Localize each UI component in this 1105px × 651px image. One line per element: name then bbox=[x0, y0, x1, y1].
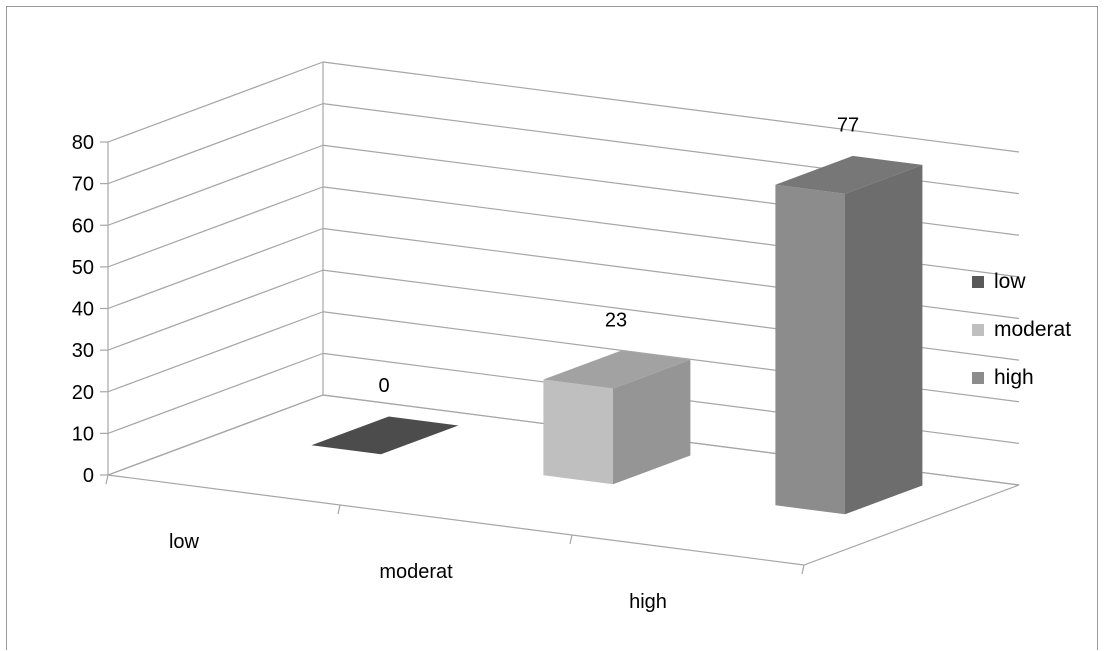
y-tick-label: 30 bbox=[72, 340, 94, 362]
legend-swatch-high bbox=[972, 372, 984, 384]
side-wall-gridline bbox=[107, 394, 324, 476]
x-tick-mark bbox=[105, 474, 109, 485]
y-tick-label: 70 bbox=[72, 174, 94, 196]
bar-top-low bbox=[311, 416, 459, 455]
y-tick-label: 60 bbox=[72, 215, 94, 237]
side-wall-gridline bbox=[107, 311, 324, 393]
bar-side-high bbox=[845, 164, 923, 515]
y-tick-label: 20 bbox=[72, 382, 94, 404]
x-tick-mark bbox=[569, 534, 573, 545]
side-wall-gridline bbox=[107, 103, 324, 185]
side-wall-gridline bbox=[107, 61, 324, 143]
legend-label-high: high bbox=[994, 366, 1034, 389]
side-wall-gridline bbox=[107, 144, 324, 226]
x-tick-mark bbox=[801, 564, 805, 575]
bar-side-moderat bbox=[613, 359, 691, 485]
x-tick-label: high bbox=[629, 591, 667, 613]
x-tick-label: moderat bbox=[379, 561, 453, 583]
bar-top-high bbox=[775, 155, 923, 194]
legend-label-moderat: moderat bbox=[994, 318, 1071, 341]
y-tick-label: 80 bbox=[72, 132, 94, 154]
y-tick-label: 10 bbox=[72, 423, 94, 445]
data-label: 77 bbox=[837, 114, 859, 136]
y-tick-label: 0 bbox=[83, 465, 94, 487]
legend-swatch-moderat bbox=[972, 324, 984, 336]
x-tick-mark bbox=[337, 504, 341, 515]
bar-moderat bbox=[543, 379, 613, 485]
legend-swatch-low bbox=[972, 276, 984, 288]
side-wall-gridline bbox=[107, 269, 324, 351]
y-tick-label: 40 bbox=[72, 299, 94, 321]
back-wall-gridline bbox=[322, 61, 1020, 153]
side-wall-gridline bbox=[107, 352, 324, 434]
bar-high bbox=[775, 184, 845, 515]
data-label: 0 bbox=[378, 375, 389, 397]
side-wall-gridline bbox=[107, 186, 324, 268]
legend-label-low: low bbox=[994, 270, 1026, 293]
y-tick-label: 50 bbox=[72, 257, 94, 279]
x-tick-label: low bbox=[169, 531, 200, 553]
data-label: 23 bbox=[605, 309, 627, 331]
side-wall-gridline bbox=[107, 227, 324, 310]
bar-top-moderat bbox=[543, 350, 691, 389]
